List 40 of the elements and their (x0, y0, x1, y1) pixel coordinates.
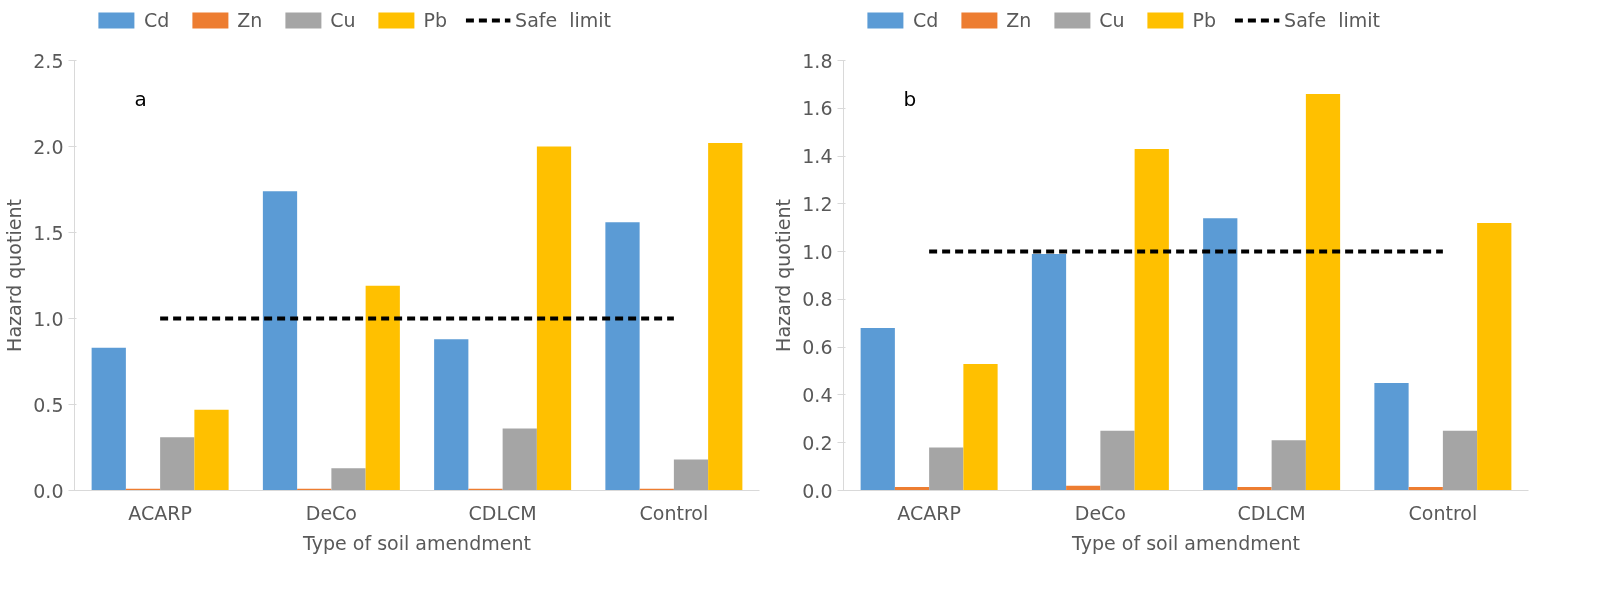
y-tick-label: 0.2 (802, 431, 833, 454)
legend-label: Cd (912, 9, 939, 31)
legend-label: Pb (1192, 9, 1217, 31)
legend-label: Safe limit (1284, 9, 1381, 31)
y-axis-title: Hazard quotient (3, 199, 26, 352)
legend-label: Cd (143, 9, 170, 31)
y-tick-label: 0.4 (802, 383, 833, 406)
y-tick-label: 0.0 (33, 479, 64, 502)
y-tick-label: 1.0 (802, 240, 833, 263)
y-tick-label: 1.6 (802, 97, 833, 120)
annotation: b (903, 86, 917, 111)
y-tick-label: 1.5 (33, 221, 64, 244)
legend-label: Cu (330, 9, 356, 31)
legend-label: Pb (423, 9, 448, 31)
x-tick-label: DeCo (1074, 501, 1126, 524)
y-tick-label: 0.6 (802, 336, 833, 359)
legend-label: Zn (1006, 9, 1032, 31)
y-tick-label: 0.8 (802, 288, 833, 311)
x-tick-label: CDLCM (468, 501, 537, 524)
legend-label: Cu (1099, 9, 1125, 31)
y-tick-label: 2.5 (33, 49, 64, 72)
x-tick-label: Control (1408, 501, 1478, 524)
y-tick-label: 0.5 (33, 393, 64, 416)
x-axis-title: Type of soil amendment (302, 531, 531, 554)
y-tick-label: 1.4 (802, 145, 833, 168)
annotation: a (134, 86, 147, 111)
y-tick-label: 1.0 (33, 307, 64, 330)
x-tick-label: Control (639, 501, 709, 524)
x-axis-title: Type of soil amendment (1071, 531, 1300, 554)
y-tick-label: 0.0 (802, 479, 833, 502)
y-tick-label: 1.8 (802, 49, 833, 72)
y-axis-title: Hazard quotient (772, 199, 795, 352)
y-tick-label: 1.2 (802, 192, 833, 215)
y-tick-label: 2.0 (33, 135, 64, 158)
legend-label: Safe limit (515, 9, 612, 31)
legend-label: Zn (237, 9, 263, 31)
x-tick-label: ACARP (897, 501, 961, 524)
x-tick-label: ACARP (128, 501, 192, 524)
x-tick-label: DeCo (305, 501, 357, 524)
x-tick-label: CDLCM (1237, 501, 1306, 524)
